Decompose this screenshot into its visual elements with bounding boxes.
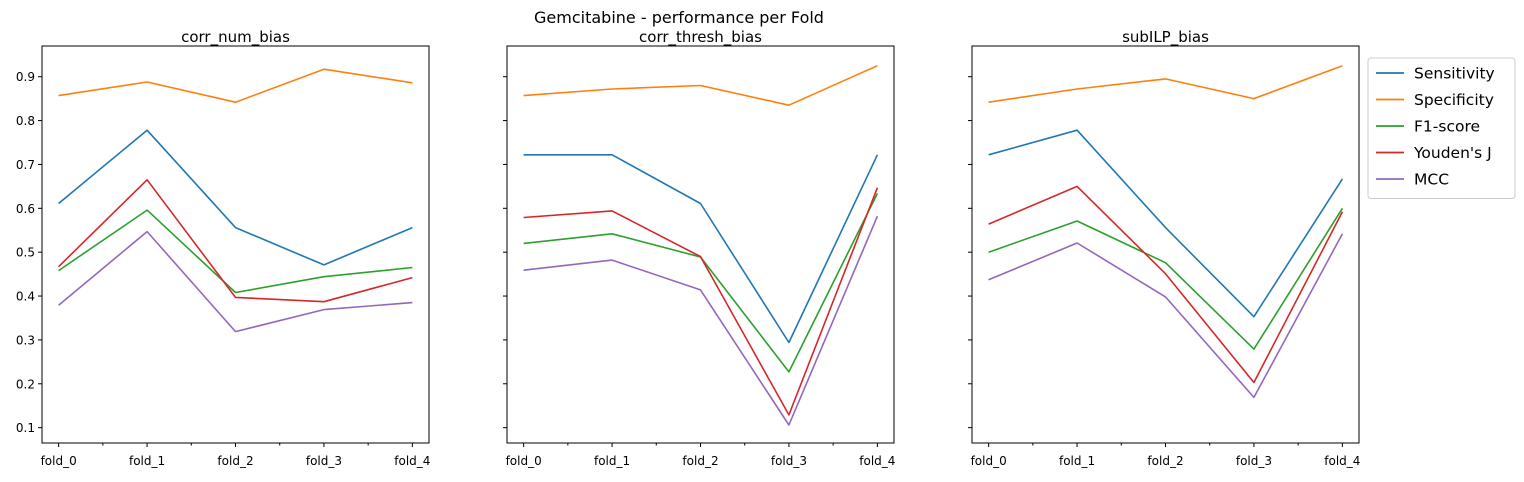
subplot-title: subILP_bias	[1122, 28, 1209, 47]
y-tick-label: 0.4	[16, 290, 35, 304]
series-line-youden-s-j	[58, 179, 413, 303]
x-tick-label: fold_3	[306, 454, 342, 468]
x-tick-label: fold_1	[129, 454, 165, 468]
legend-label: F1-score	[1414, 118, 1480, 136]
figure-suptitle: Gemcitabine - performance per Fold	[534, 8, 824, 27]
x-tick-label: fold_2	[217, 454, 253, 468]
x-tick-label: fold_3	[771, 454, 807, 468]
series-line-f1-score	[523, 193, 879, 373]
subplot-title: corr_thresh_bias	[639, 28, 762, 47]
legend-entry-youden-s-j: Youden's J	[1376, 144, 1492, 162]
x-tick-label: fold_4	[859, 454, 895, 468]
legend-label: MCC	[1414, 171, 1449, 189]
y-tick-label: 0.8	[16, 114, 35, 128]
subplot-corr-num-bias: corr_num_bias 0.1 0.2 0.3 0.4 0.5 0.6 0.7 0.8 0.9…	[16, 28, 431, 468]
legend-entry-mcc: MCC	[1376, 171, 1449, 189]
y-tick-label: 0.1	[16, 421, 35, 435]
y-tick-label: 0.3	[16, 333, 35, 347]
x-tick-label: fold_4	[394, 454, 430, 468]
series-line-mcc	[58, 230, 413, 333]
series-line-sensitivity	[988, 129, 1344, 318]
x-tick-label: fold_1	[1059, 454, 1095, 468]
subplot-title: corr_num_bias	[181, 28, 290, 47]
legend-entry-specificity: Specificity	[1376, 91, 1494, 109]
subplot-subilp-bias: subILP_bias fold_0 fold_1 fold_2 fold_3 fold_…	[968, 28, 1360, 468]
legend-label: Sensitivity	[1414, 65, 1495, 83]
legend-label: Youden's J	[1413, 144, 1492, 162]
x-tick-label: fold_0	[971, 454, 1007, 468]
series-line-mcc	[988, 233, 1344, 399]
x-tick-label: fold_1	[594, 454, 630, 468]
legend-entry-sensitivity: Sensitivity	[1376, 65, 1495, 83]
x-tick-label: fold_2	[682, 454, 718, 468]
x-tick-label: fold_2	[1147, 454, 1183, 468]
legend: Sensitivity Specificity F1-score Youden's J…	[1367, 57, 1516, 199]
legend-box	[1367, 57, 1516, 199]
series-line-f1-score	[58, 209, 413, 294]
series-line-specificity	[58, 68, 413, 103]
x-tick-label: fold_0	[41, 454, 77, 468]
series-line-sensitivity	[523, 154, 879, 344]
x-tick-label: fold_4	[1324, 454, 1360, 468]
series-line-specificity	[523, 64, 878, 106]
series-line-youden-s-j	[523, 187, 879, 416]
series-line-sensitivity	[58, 129, 413, 266]
subplots: corr_num_bias 0.1 0.2 0.3 0.4 0.5 0.6 0.7 0.8 0.9…	[16, 28, 1361, 468]
y-tick-label: 0.6	[16, 202, 35, 216]
subplot-corr-thresh-bias: corr_thresh_bias fold_0 fold_1 fold_2 fold_3…	[503, 28, 895, 468]
x-tick-label: fold_0	[506, 454, 542, 468]
y-tick-label: 0.2	[16, 377, 35, 391]
series-line-specificity	[988, 64, 1343, 103]
y-tick-label: 0.7	[16, 158, 35, 172]
legend-entry-f1-score: F1-score	[1376, 118, 1480, 136]
x-tick-label: fold_3	[1236, 454, 1272, 468]
legend-label: Specificity	[1414, 91, 1494, 109]
y-tick-label: 0.9	[16, 70, 35, 84]
series-line-mcc	[523, 215, 879, 426]
y-tick-label: 0.5	[16, 246, 35, 260]
series-line-f1-score	[988, 207, 1344, 350]
series-line-youden-s-j	[988, 185, 1344, 384]
